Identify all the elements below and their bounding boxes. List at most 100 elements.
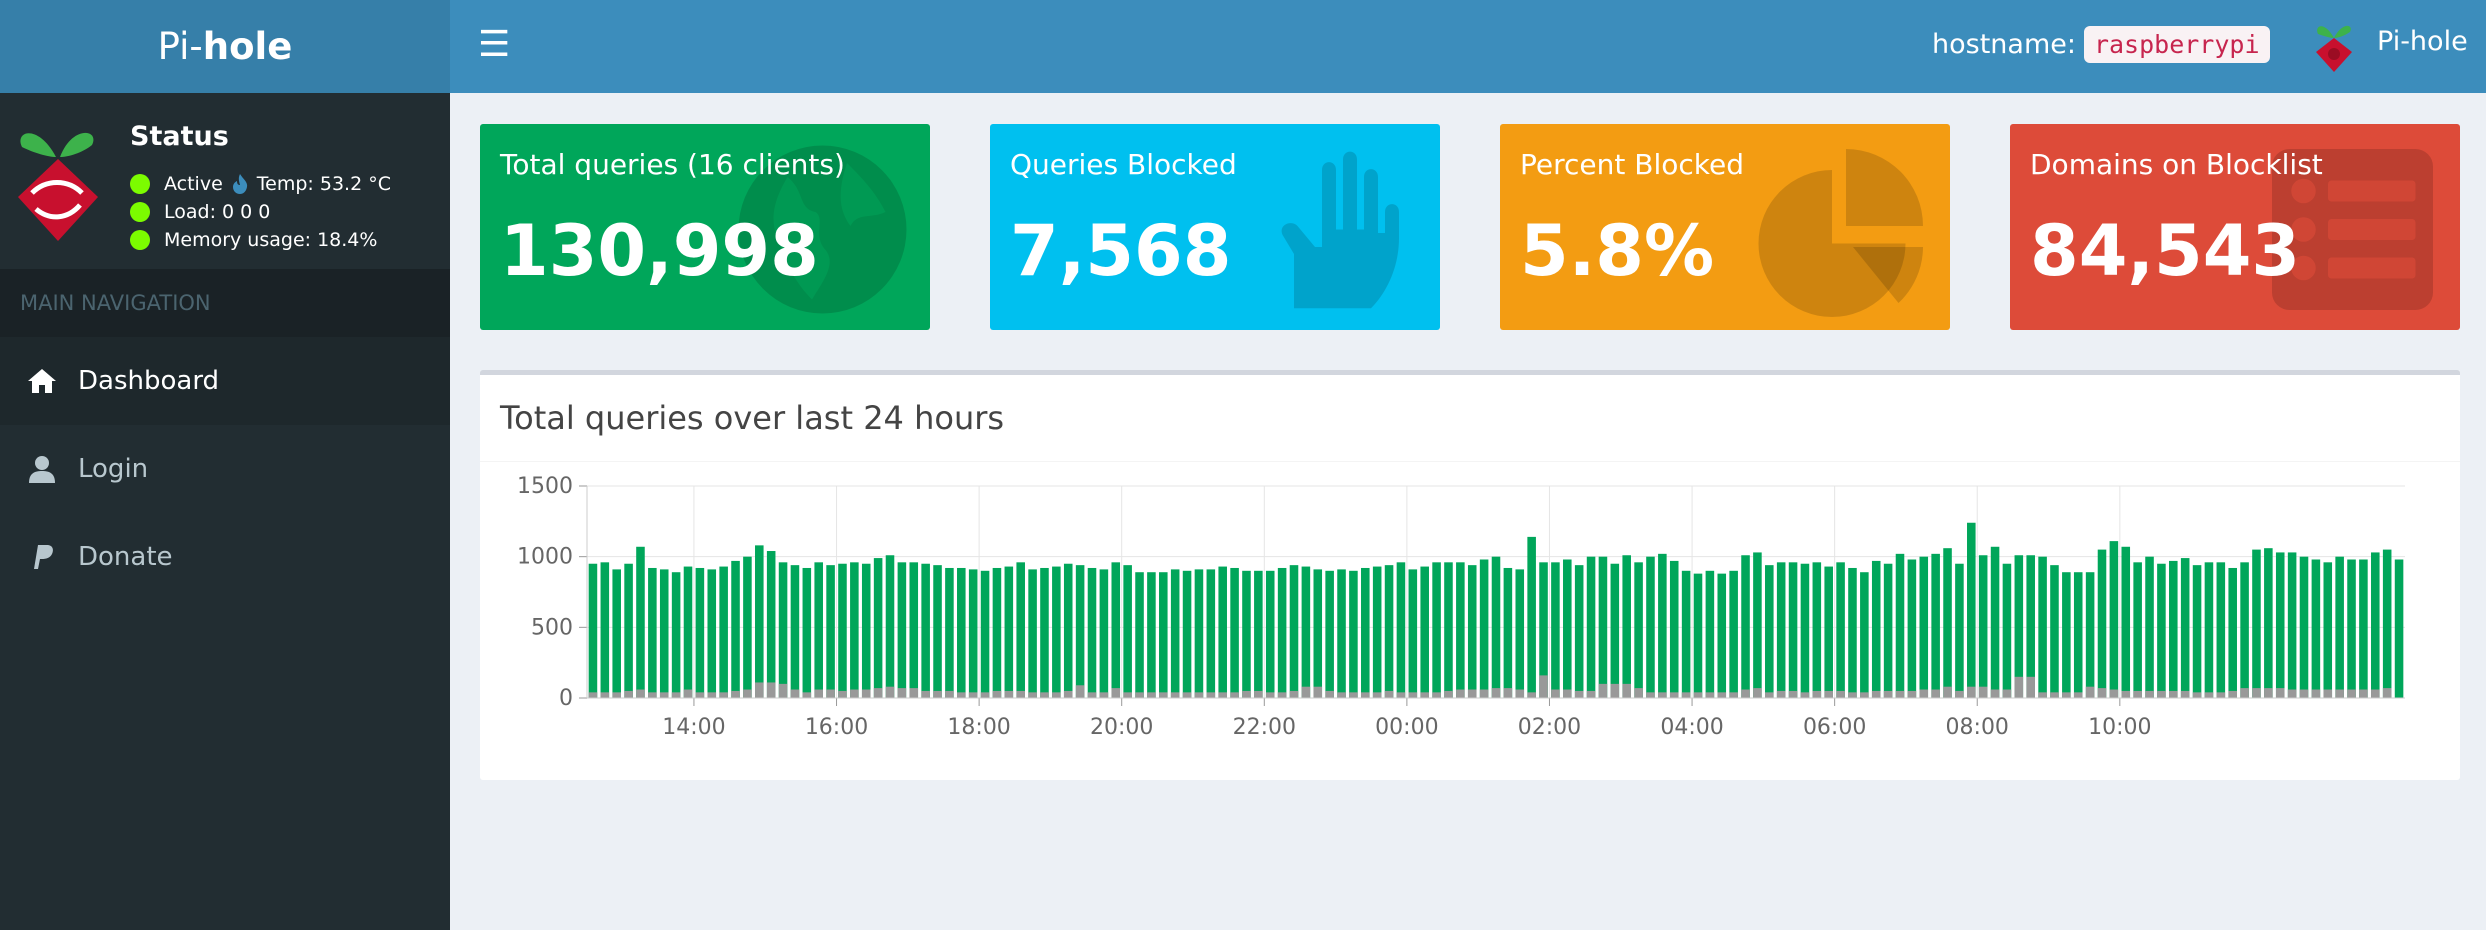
bar-total: [719, 566, 728, 698]
chart-title: Total queries over last 24 hours: [500, 399, 1005, 437]
bar-blocked: [2371, 689, 2380, 698]
queries-bar-chart[interactable]: 0 500 1000 1500 14:00 16:00 18:00 20:00 22:00 00:…: [480, 471, 2460, 771]
bar-blocked: [1408, 692, 1418, 698]
brand-logo[interactable]: Pi-hole: [0, 0, 450, 93]
y-tick-label: 0: [559, 686, 573, 711]
bar-total: [826, 565, 835, 698]
bar-blocked: [2264, 688, 2273, 698]
bar-total: [1527, 536, 1536, 698]
bar-total: [802, 567, 812, 698]
bar-total: [755, 545, 764, 698]
bar-total: [1313, 569, 1323, 698]
bar-blocked: [1028, 692, 1037, 698]
sidebar-item-label: Dashboard: [78, 366, 220, 396]
bar-total: [600, 562, 610, 698]
x-tick-label: 18:00: [947, 715, 1010, 740]
bar-blocked: [2085, 686, 2095, 698]
bar-total: [921, 563, 930, 698]
bar-blocked: [612, 692, 621, 698]
bar-blocked: [1099, 692, 1109, 698]
bar-total: [1907, 559, 1917, 698]
bar-blocked: [2002, 689, 2012, 698]
bar-blocked: [1907, 690, 1917, 698]
bar-blocked: [731, 690, 740, 698]
bar-blocked: [1075, 685, 1085, 698]
hostname-label: hostname:: [1932, 29, 2076, 60]
user-name[interactable]: Pi-hole: [2377, 26, 2468, 57]
bar-blocked: [1895, 690, 1905, 698]
bar-total: [1194, 569, 1204, 698]
bar-total: [659, 569, 669, 698]
bar-blocked: [2169, 690, 2178, 698]
bar-total: [1943, 548, 1952, 698]
bar-total: [2240, 562, 2249, 698]
fire-icon: [232, 174, 247, 194]
bar-total: [933, 565, 942, 698]
brand-prefix: Pi-: [157, 25, 203, 68]
bar-total: [1325, 570, 1334, 698]
bar-total: [1230, 567, 1239, 698]
bar-total: [1372, 566, 1382, 698]
bar-blocked: [2157, 690, 2166, 698]
bar-total: [1729, 570, 1738, 698]
bar-blocked: [1669, 692, 1679, 698]
bar-total: [968, 569, 978, 698]
sidebar-item-login[interactable]: Login: [0, 425, 450, 513]
bar-total: [1111, 562, 1121, 698]
bar-blocked: [1111, 688, 1121, 698]
bar-total: [2382, 549, 2392, 698]
bar-total: [1218, 566, 1227, 698]
bar-total: [2311, 559, 2321, 698]
top-navbar: ☰ hostname: raspberrypi Pi-hole: [450, 0, 2486, 93]
bar-blocked: [1527, 692, 1536, 698]
bar-total: [2145, 556, 2154, 698]
bar-blocked: [778, 683, 788, 698]
bar-blocked: [1800, 692, 1810, 698]
bar-total: [2109, 541, 2119, 698]
bar-total: [2073, 572, 2083, 698]
y-tick-label: 1000: [517, 545, 573, 570]
bar-total: [1016, 562, 1025, 698]
bar-blocked: [1135, 692, 1144, 698]
bar-total: [2275, 552, 2285, 698]
bar-blocked: [826, 689, 835, 698]
status-dot-icon: [130, 230, 150, 250]
bar-total: [1289, 565, 1299, 698]
bar-blocked: [2382, 688, 2392, 698]
sidebar-item-donate[interactable]: Donate: [0, 513, 450, 601]
bar-blocked: [2109, 689, 2119, 698]
hamburger-icon[interactable]: ☰: [478, 24, 511, 65]
bar-blocked: [1456, 689, 1465, 698]
bar-blocked: [2216, 692, 2226, 698]
bar-total: [1408, 569, 1418, 698]
bar-total: [2287, 552, 2297, 698]
sidebar-item-dashboard[interactable]: Dashboard: [0, 337, 450, 425]
pihole-logo-icon[interactable]: [2310, 16, 2358, 76]
bar-blocked: [2026, 676, 2035, 698]
bar-total: [1087, 567, 1097, 698]
bar-blocked: [1052, 692, 1061, 698]
bar-total: [2169, 560, 2178, 698]
bar-blocked: [980, 692, 990, 698]
bar-total: [873, 558, 883, 698]
bar-total: [1622, 555, 1631, 698]
bar-total: [2038, 556, 2047, 698]
bar-total: [1990, 546, 2000, 698]
bar-total: [1871, 560, 1881, 698]
bar-blocked: [2192, 692, 2202, 698]
bar-blocked: [1539, 675, 1548, 698]
bar-blocked: [1325, 690, 1334, 698]
bar-total: [1420, 566, 1429, 698]
stat-box-queries-blocked: Queries Blocked 7,568: [990, 124, 1440, 330]
bar-blocked: [2299, 689, 2309, 698]
bar-blocked: [2287, 689, 2297, 698]
bar-total: [992, 567, 1002, 698]
bar-blocked: [1396, 692, 1406, 698]
bar-total: [1586, 556, 1596, 698]
bar-total: [861, 563, 871, 698]
bar-blocked: [1919, 689, 1929, 698]
bar-total: [1812, 562, 1822, 698]
bar-blocked: [1586, 690, 1596, 698]
brand-suffix: hole: [202, 25, 293, 68]
bar-total: [2216, 562, 2226, 698]
